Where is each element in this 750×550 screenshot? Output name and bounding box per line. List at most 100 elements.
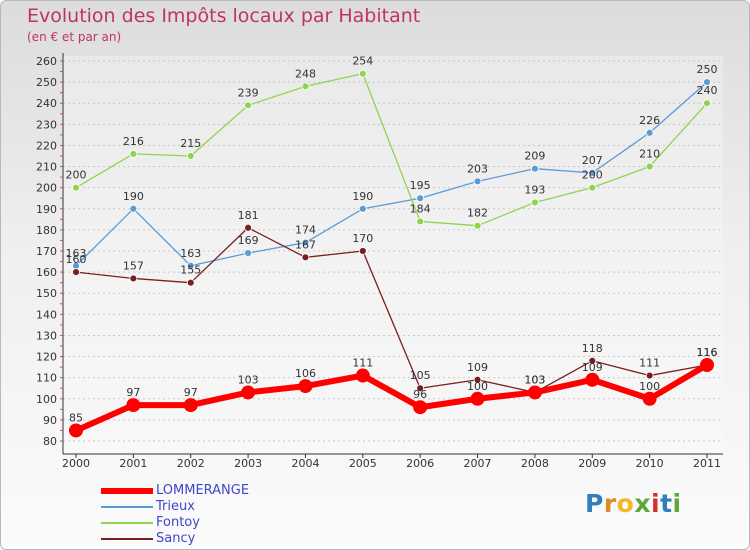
- data-point: [703, 99, 711, 108]
- x-tick-label: 2004: [291, 457, 319, 470]
- y-tick-label: 120: [36, 351, 57, 364]
- data-label: 226: [639, 114, 660, 127]
- data-point: [72, 183, 80, 192]
- x-tick-label: 2007: [464, 457, 492, 470]
- data-point: [358, 69, 367, 78]
- data-point: [527, 385, 542, 400]
- data-point: [129, 274, 138, 283]
- data-label: 203: [467, 162, 488, 175]
- y-tick-label: 230: [36, 118, 57, 131]
- data-label: 239: [238, 86, 259, 99]
- x-tick-label: 2005: [349, 457, 377, 470]
- data-point: [186, 152, 195, 160]
- logo-letter: i: [672, 489, 682, 518]
- data-point: [585, 372, 600, 387]
- legend-item-sancy: Sancy: [101, 531, 361, 546]
- x-tick-label: 2000: [62, 457, 90, 470]
- data-label: 100: [467, 380, 488, 393]
- data-point: [416, 194, 425, 203]
- data-label: 85: [69, 411, 83, 424]
- data-point: [241, 385, 256, 400]
- y-tick-label: 240: [36, 97, 57, 110]
- legend-swatch: [101, 538, 153, 540]
- data-label: 163: [66, 247, 87, 260]
- data-label: 103: [524, 373, 545, 386]
- data-point: [473, 177, 482, 186]
- data-point: [244, 249, 252, 258]
- data-label: 209: [524, 150, 545, 163]
- legend-label: Trieux: [156, 499, 195, 514]
- logo-letter: t: [660, 489, 673, 518]
- series-line-fontoy: [75, 73, 708, 227]
- data-point: [186, 278, 195, 287]
- data-label: 200: [66, 169, 87, 182]
- y-tick-label: 160: [36, 266, 57, 279]
- data-label: 240: [697, 84, 718, 97]
- logo-letter: o: [616, 489, 635, 518]
- data-label: 248: [295, 67, 316, 80]
- data-label: 190: [352, 190, 373, 203]
- data-point: [298, 379, 313, 394]
- legend-label: Fontoy: [156, 515, 200, 530]
- logo-letter: r: [603, 489, 617, 518]
- y-tick-label: 90: [43, 414, 57, 427]
- chart-subtitle: (en € et par an): [27, 30, 122, 44]
- data-label: 174: [295, 224, 316, 237]
- proxiti-logo: Proxiti: [585, 489, 682, 518]
- data-label: 167: [295, 238, 316, 251]
- data-label: 182: [467, 207, 488, 220]
- data-label: 111: [352, 357, 373, 370]
- x-tick-label: 2010: [636, 457, 664, 470]
- y-tick-label: 140: [36, 308, 57, 321]
- y-tick-label: 130: [36, 329, 57, 342]
- y-tick-label: 170: [36, 245, 57, 258]
- data-label: 103: [524, 373, 545, 386]
- data-point: [129, 204, 138, 213]
- data-point: [355, 368, 370, 383]
- data-label: 207: [582, 154, 603, 167]
- legend-label: LOMMERANGE: [156, 483, 250, 498]
- data-label: 105: [410, 369, 431, 382]
- y-tick-label: 190: [36, 203, 57, 216]
- data-label: 97: [184, 386, 198, 399]
- data-label: 195: [410, 179, 431, 192]
- logo-letter: x: [634, 489, 651, 518]
- data-label: 169: [238, 234, 259, 247]
- data-point: [358, 247, 367, 255]
- data-point: [531, 164, 539, 173]
- data-label: 97: [126, 386, 140, 399]
- data-label: 109: [582, 361, 603, 374]
- data-point: [645, 128, 654, 137]
- y-tick-label: 210: [36, 161, 57, 174]
- y-tick-label: 150: [36, 287, 57, 300]
- series-line-sancy: [75, 227, 708, 394]
- data-point: [470, 391, 485, 406]
- legend-label: Sancy: [156, 531, 196, 546]
- data-point: [531, 198, 539, 207]
- series-line-trieux: [75, 81, 708, 267]
- data-point: [358, 204, 367, 213]
- series-line-lommerange: [74, 362, 709, 434]
- data-label: 106: [295, 367, 316, 380]
- x-tick-label: 2011: [693, 457, 721, 470]
- data-point: [588, 183, 597, 192]
- data-point: [244, 223, 252, 232]
- logo-letter: i: [651, 489, 661, 518]
- data-point: [416, 384, 425, 393]
- data-label: 160: [66, 253, 87, 266]
- chart-title: Evolution des Impôts locaux par Habitant: [27, 5, 421, 27]
- data-label: 109: [467, 361, 488, 374]
- data-point: [588, 356, 597, 365]
- x-tick-label: 2001: [119, 457, 147, 470]
- data-point: [645, 162, 654, 171]
- legend-item-fontoy: Fontoy: [101, 515, 361, 530]
- data-point: [473, 221, 482, 230]
- data-label: 118: [582, 342, 603, 355]
- y-tick-label: 80: [43, 435, 57, 448]
- data-label: 111: [639, 357, 660, 370]
- y-tick-label: 110: [36, 372, 57, 385]
- data-point: [301, 253, 310, 262]
- data-point: [703, 78, 711, 87]
